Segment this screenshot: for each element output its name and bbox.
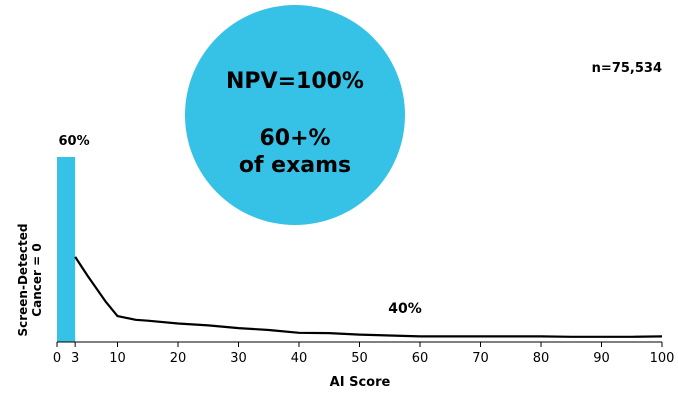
series-line <box>74 256 663 338</box>
bar-value-label: 60% <box>59 134 90 149</box>
x-tick-label-80: 80 <box>533 351 550 366</box>
x-tick-group: 0 3 10 20 30 40 50 60 70 80 90 100 <box>53 342 675 366</box>
x-tick-label-100: 100 <box>650 351 675 366</box>
x-tick-label-30: 30 <box>230 351 247 366</box>
callout-percent-text: 60+% <box>259 126 330 151</box>
y-axis-label-line-2: Cancer = 0 <box>30 243 44 316</box>
x-tick-label-90: 90 <box>593 351 610 366</box>
y-axis-label-line-1: Screen-Detected <box>16 223 30 336</box>
callout-exams-text: of exams <box>239 153 351 178</box>
x-tick-label-70: 70 <box>472 351 489 366</box>
x-tick-label-10: 10 <box>109 351 126 366</box>
callout-npv-text: NPV=100% <box>226 69 364 94</box>
x-axis-label: AI Score <box>330 375 391 390</box>
y-axis-label: Screen-Detected Cancer = 0 <box>16 223 44 336</box>
bar-0-3 <box>57 157 76 342</box>
region-label: 40% <box>388 301 422 317</box>
x-tick-label-20: 20 <box>170 351 187 366</box>
x-tick-label-60: 60 <box>412 351 429 366</box>
sample-size-label: n=75,534 <box>592 61 662 76</box>
x-tick-label-3: 3 <box>71 351 79 366</box>
x-tick-label-40: 40 <box>291 351 308 366</box>
x-tick-label-0: 0 <box>53 351 61 366</box>
x-tick-label-50: 50 <box>351 351 368 366</box>
callout-circle <box>185 5 405 225</box>
